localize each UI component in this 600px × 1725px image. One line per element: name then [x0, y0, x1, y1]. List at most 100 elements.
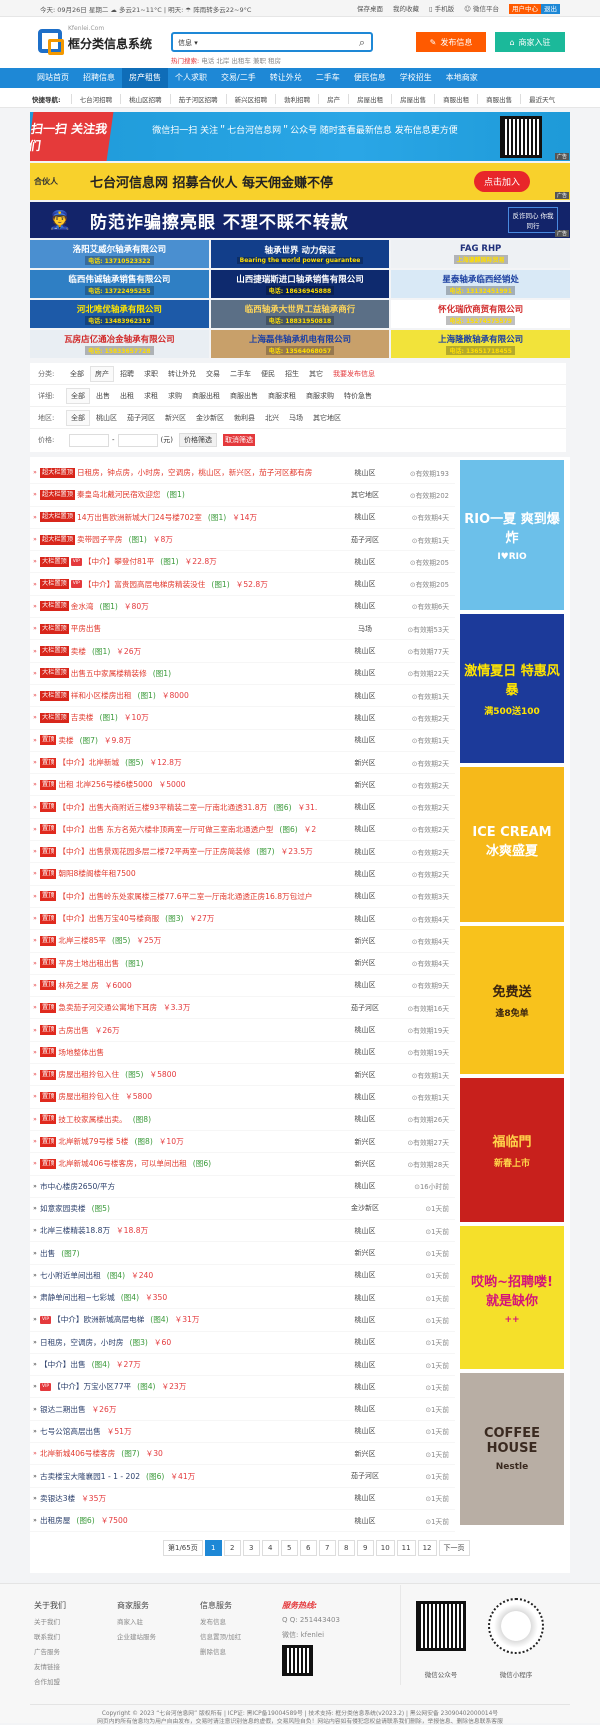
listing-row[interactable]: » 置顶 林苑之星 房 ￥6000 桃山区 ⊙有效期9天	[30, 975, 455, 998]
filter-option[interactable]: 招生	[285, 369, 299, 378]
page-button[interactable]: 1	[204, 1540, 222, 1556]
listing-row[interactable]: » 置顶 【中介】出售大商附近三楼93平精装二室一厅南北通透31.8万 (图6) ￥31…	[30, 796, 455, 819]
listing-row[interactable]: » 大栏置顶 平房出售 马场 ⊙有效期53天	[30, 618, 455, 641]
listing-row[interactable]: » 出售 (图7) 新兴区 ⊙1天前	[30, 1242, 455, 1265]
listing-title[interactable]: 平房土地出租出售	[58, 958, 120, 968]
favorites-link[interactable]: 我的收藏	[392, 5, 419, 13]
listing-title[interactable]: 【中介】欧洲新城高层电梯	[53, 1315, 145, 1325]
join-now-button[interactable]: 点击加入	[473, 171, 530, 192]
nav-item[interactable]: 交易/二手	[221, 73, 256, 82]
listing-row[interactable]: » 置顶 【中介】出售景观花园多层二楼72平两室一厅正房简装修 (图7) ￥23.5万 桃…	[30, 841, 455, 864]
listing-row[interactable]: » 卖银达3楼 ￥35万 桃山区 ⊙1天前	[30, 1488, 455, 1510]
listing-row[interactable]: » 置顶 出租 北岸256号楼6楼5000 ￥5000 新兴区 ⊙有效期2天	[30, 774, 455, 797]
price-min-input[interactable]	[69, 433, 109, 447]
search-icon[interactable]: ⌕	[358, 36, 365, 49]
filter-option[interactable]: 出租	[120, 391, 134, 400]
quick-nav-item[interactable]: 房产	[318, 94, 348, 104]
page-button[interactable]: 8	[337, 1540, 355, 1556]
listing-row[interactable]: » 超大栏置顶 秦皇岛北戴河民宿欢迎您 (图1) 其它地区 ⊙有效期202	[30, 484, 455, 507]
footer-link[interactable]: 企业建站服务	[117, 1633, 156, 1641]
bearing-ad[interactable]: 星泰轴承临西经销处 电话: 13132451991	[391, 270, 570, 298]
filter-option[interactable]: 马场	[289, 413, 303, 422]
page-button[interactable]: 7	[318, 1540, 336, 1556]
wechat-banner-ad[interactable]: 扫一扫 关注我们 微信扫一扫 关注＂七台河信息网＂公众号 随时查看最新信息 发布…	[30, 112, 570, 161]
bearing-ad[interactable]: 河北唯优轴承有限公司 电话: 13483962319	[30, 300, 209, 328]
footer-link[interactable]: 发布信息	[200, 1618, 226, 1626]
price-max-input[interactable]	[117, 433, 158, 447]
publish-button[interactable]: ✎ 发布信息	[416, 32, 486, 52]
nav-item[interactable]: 学校招生	[399, 73, 432, 82]
listing-title[interactable]: 【中介】富贵园高层电梯房精装没住	[83, 579, 206, 589]
nav-item[interactable]: 个人求职	[175, 73, 207, 82]
bearing-ad[interactable]: 怀化瑞欣商贸有限公司 电话: 15274575579	[391, 300, 570, 328]
wechat-link[interactable]: ☺ 微信平台	[464, 3, 499, 13]
listing-row[interactable]: » 置顶 房屋出租拎包入住 ￥5800 桃山区 ⊙有效期1天	[30, 1086, 455, 1109]
listing-title[interactable]: 房屋出租拎包入住	[58, 1092, 120, 1102]
listing-title[interactable]: 古卖楼宝大隆襄园1 - 1 - 202	[40, 1471, 141, 1481]
filter-option[interactable]: 全部	[66, 387, 90, 404]
save-desktop-link[interactable]: 保存桌面	[356, 5, 383, 13]
publish-info-link[interactable]: 我要发布信息	[333, 369, 375, 378]
next-page-button[interactable]: 下一页	[438, 1540, 470, 1556]
sidebar-ad[interactable]: 激情夏日 特惠风暴 满500送100	[460, 614, 564, 763]
mobile-link[interactable]: ▯ 手机版	[429, 3, 454, 13]
filter-option[interactable]: 特价急售	[344, 391, 372, 400]
listing-row[interactable]: » 肃静单间出租~七彩城 (图4) ￥350 桃山区 ⊙1天前	[30, 1287, 455, 1310]
page-button[interactable]: 5	[280, 1540, 298, 1556]
quick-nav-item[interactable]: 七台河招聘	[70, 94, 121, 104]
page-button[interactable]: 10	[375, 1540, 395, 1556]
listing-row[interactable]: » 日租房，空调房，小时房 (图3) ￥60 桃山区 ⊙1天前	[30, 1332, 455, 1354]
price-filter-button[interactable]: 价格筛选	[179, 433, 217, 447]
listing-title[interactable]: 日租房，钟点房，小时房，空调房，桃山区，新兴区，茄子河区都有房	[76, 468, 313, 478]
listing-row[interactable]: » 置顶 场地整体出售 桃山区 ⊙有效期19天	[30, 1042, 455, 1065]
sidebar-ad[interactable]: ICE CREAM 冰爽盛夏	[460, 767, 564, 922]
listing-title[interactable]: 卖楼	[58, 735, 74, 745]
quick-nav-item[interactable]: 房屋出售	[391, 94, 434, 104]
listing-title[interactable]: 朝阳8楼阁楼年租7500	[58, 869, 136, 879]
bearing-ad[interactable]: 山西捷瑞斯进口轴承销售有限公司 电话: 18636945888	[210, 270, 390, 298]
listing-title[interactable]: 吉卖楼	[70, 713, 94, 723]
filter-option[interactable]: 求租	[144, 391, 158, 400]
listing-title[interactable]: 出租 北岸256号楼6楼5000	[58, 780, 153, 790]
nav-item[interactable]: 网站首页	[37, 73, 69, 82]
listing-title[interactable]: 出售五中家属楼精装修	[70, 668, 147, 678]
listing-row[interactable]: » 置顶 北岸三楼85平 (图5) ￥25万 新兴区 ⊙有效期4天	[30, 930, 455, 953]
nav-item[interactable]: 转让外兑	[269, 73, 302, 82]
filter-option[interactable]: 茄子河区	[127, 413, 155, 422]
filter-option[interactable]: 求购	[168, 391, 182, 400]
footer-link[interactable]: 友情链接	[34, 1663, 60, 1671]
search-box[interactable]: 信息 ▾ ⌕	[171, 32, 373, 52]
listing-row[interactable]: » 大栏置顶 祥和小区楼房出租 (图1) ￥8000 桃山区 ⊙有效期1天	[30, 685, 455, 708]
hot-words[interactable]: 电话 北岸 出租车 兼职 租房	[201, 57, 282, 65]
listing-title[interactable]: 祥和小区楼房出租	[70, 691, 132, 701]
listing-title[interactable]: 市中心楼房2650/平方	[40, 1181, 116, 1191]
bearing-ad[interactable]: 洛阳艾威尔轴承有限公司 电话: 13710523322	[30, 240, 209, 268]
filter-option[interactable]: 金沙新区	[196, 413, 224, 422]
filter-option[interactable]: 全部	[66, 409, 90, 426]
quick-nav-item[interactable]: 茄子河区招聘	[169, 94, 226, 104]
listing-row[interactable]: » 置顶 房屋出租拎包入住 (图5) ￥5800 新兴区 ⊙有效期1天	[30, 1064, 455, 1087]
filter-option[interactable]: 出售	[96, 391, 110, 400]
footer-link[interactable]: 联系我们	[34, 1633, 60, 1641]
logout-button[interactable]: 退出	[541, 4, 560, 14]
listing-row[interactable]: » 北岸新城406号楼客房 (图7) ￥30 新兴区 ⊙1天前	[30, 1443, 455, 1466]
listing-title[interactable]: 北岸新城79号楼 5楼	[58, 1137, 129, 1147]
bearing-ad[interactable]: 瓦房店亿通冶金轴承有限公司 电话: 15833657728	[30, 330, 209, 358]
listing-title[interactable]: 急卖茄子河交通公寓地下耳房	[58, 1003, 158, 1013]
logo-icon[interactable]	[38, 29, 64, 55]
filter-option[interactable]: 房产	[90, 365, 114, 382]
listing-title[interactable]: 卖带园子平房	[76, 535, 123, 545]
bearing-ad[interactable]: 上海磊伟轴承机电有限公司 电话: 13564068057	[210, 330, 390, 358]
filter-option[interactable]: 商服求购	[306, 391, 334, 400]
listing-row[interactable]: » 置顶 急卖茄子河交通公寓地下耳房 ￥3.3万 茄子河区 ⊙有效期16天	[30, 997, 455, 1020]
filter-option[interactable]: 二手车	[230, 369, 251, 378]
listing-row[interactable]: » 置顶 【中介】出售岭东处家属楼三楼77.6平二室一厅南北通透正房16.8万包过户…	[30, 886, 455, 908]
bearing-ad[interactable]: FAG RHP 上海谦麒国际贸易	[391, 240, 570, 268]
quick-nav-item[interactable]: 勃利招聘	[275, 94, 318, 104]
nav-item[interactable]: 本地商家	[445, 73, 478, 82]
listing-row[interactable]: » 置顶 北岸新城79号楼 5楼 (图8) ￥10万 新兴区 ⊙有效期27天	[30, 1131, 455, 1154]
partner-banner-ad[interactable]: 合伙人 七台河信息网 招募合伙人 每天佣金赚不停 点击加入 广告	[30, 163, 570, 200]
sidebar-ad[interactable]: 福临門 新春上市	[460, 1078, 564, 1222]
listing-title[interactable]: 【中介】出售岭东处家属楼三楼77.6平二室一厅南北通透正房16.8万包过户	[58, 891, 313, 901]
sidebar-ad[interactable]: 免费送 逢8免单	[460, 926, 564, 1074]
